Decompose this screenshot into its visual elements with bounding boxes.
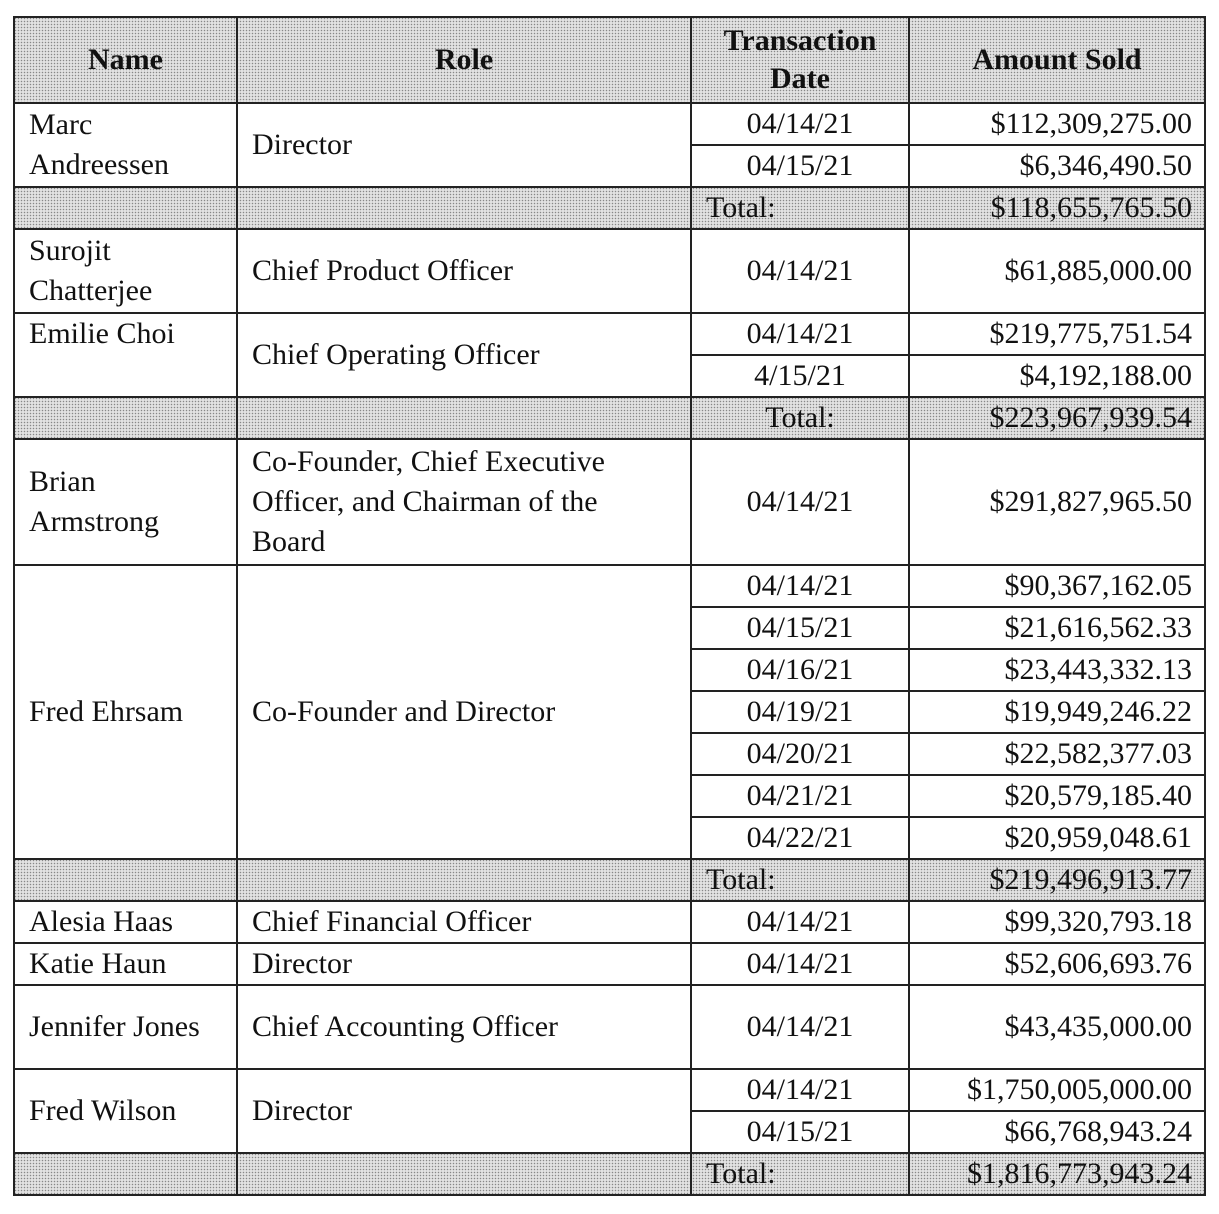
transaction-date-cell: 04/16/21 [690, 648, 910, 692]
header-role: Role [236, 16, 692, 104]
table-row: Surojit Chatterjee Chief Product Officer 0… [13, 228, 1206, 314]
total-label: Total: [690, 186, 910, 230]
header-amount-sold: Amount Sold [908, 16, 1206, 104]
name-cell: Katie Haun [13, 942, 238, 986]
role-cell: Director [236, 102, 692, 188]
amount-sold-cell: $19,949,246.22 [908, 690, 1206, 734]
transaction-date-cell: 04/14/21 [690, 900, 910, 944]
table-row: 04/16/21 $23,443,332.13 [14, 648, 1206, 692]
table-row: Fred Wilson Director 04/14/21 $1,750,005,00… [13, 1068, 1206, 1154]
amount-sold-cell: $1,750,005,000.00 [908, 1068, 1206, 1112]
table-row: 04/21/21 $20,579,185.40 [14, 774, 1206, 818]
name-cell: Brian Armstrong [13, 438, 238, 566]
table-row: 04/15/21 $21,616,562.33 [14, 606, 1206, 650]
total-amount: $219,496,913.77 [908, 858, 1206, 902]
total-row: Total: $118,655,765.50 [13, 186, 1206, 230]
total-row: Total: $219,496,913.77 [13, 858, 1206, 902]
name-cell: Fred Ehrsam [13, 564, 238, 860]
transaction-date-cell: 04/14/21 [690, 438, 910, 566]
total-amount: $118,655,765.50 [908, 186, 1206, 230]
empty-cell [13, 1152, 238, 1196]
table-row: 04/22/21 $20,959,048.61 [14, 816, 1206, 860]
total-amount: $223,967,939.54 [908, 396, 1206, 440]
table-row: 04/19/21 $19,949,246.22 [14, 690, 1206, 734]
amount-sold-cell: $90,367,162.05 [908, 564, 1206, 608]
name-cell: Alesia Haas [13, 900, 238, 944]
total-row: Total: $223,967,939.54 [13, 396, 1206, 440]
table-row: 04/15/21 $66,768,943.24 [14, 1110, 1206, 1154]
transaction-date-cell: 04/22/21 [690, 816, 910, 860]
table-row: Marc Andreessen Director 04/14/21 $112,309,… [13, 102, 1206, 188]
amount-sold-cell: $112,309,275.00 [908, 102, 1206, 146]
empty-cell [236, 396, 692, 440]
amount-sold-cell: $21,616,562.33 [908, 606, 1206, 650]
amount-sold-cell: $99,320,793.18 [908, 900, 1206, 944]
table-row: Brian Armstrong Co-Founder, Chief Executi… [13, 438, 1206, 566]
role-cell: Co-Founder, Chief Executive Officer, and… [236, 438, 692, 566]
amount-sold-cell: $4,192,188.00 [908, 354, 1206, 398]
transaction-date-cell: 04/15/21 [690, 1110, 910, 1154]
transaction-date-cell: 04/14/21 [690, 984, 910, 1070]
transaction-date-cell: 04/19/21 [690, 690, 910, 734]
table-row: 04/20/21 $22,582,377.03 [14, 732, 1206, 776]
total-label: Total: [690, 396, 910, 440]
role-cell: Chief Product Officer [236, 228, 692, 314]
table-row: Alesia Haas Chief Financial Officer 04/14/… [13, 900, 1206, 944]
table-row: 4/15/21 $4,192,188.00 [14, 354, 1206, 398]
name-cell: Emilie Choi [13, 312, 238, 398]
amount-sold-cell: $291,827,965.50 [908, 438, 1206, 566]
total-row: Total: $1,816,773,943.24 [13, 1152, 1206, 1196]
total-label: Total: [690, 1152, 910, 1196]
total-amount: $1,816,773,943.24 [908, 1152, 1206, 1196]
amount-sold-cell: $20,959,048.61 [908, 816, 1206, 860]
transaction-date-cell: 04/14/21 [690, 942, 910, 986]
amount-sold-cell: $61,885,000.00 [908, 228, 1206, 314]
transaction-date-cell: 04/14/21 [690, 1068, 910, 1112]
insider-sales-table: Name Role Transaction Date Amount Sold M… [13, 16, 1206, 1196]
role-cell: Director [236, 942, 692, 986]
amount-sold-cell: $219,775,751.54 [908, 312, 1206, 356]
transaction-date-cell: 04/14/21 [690, 564, 910, 608]
amount-sold-cell: $52,606,693.76 [908, 942, 1206, 986]
role-cell: Chief Operating Officer [236, 312, 692, 398]
empty-cell [13, 186, 238, 230]
role-cell: Chief Accounting Officer [236, 984, 692, 1070]
amount-sold-cell: $20,579,185.40 [908, 774, 1206, 818]
transaction-date-cell: 04/15/21 [690, 606, 910, 650]
role-cell: Director [236, 1068, 692, 1154]
transaction-date-cell: 04/14/21 [690, 228, 910, 314]
transaction-date-cell: 4/15/21 [690, 354, 910, 398]
amount-sold-cell: $23,443,332.13 [908, 648, 1206, 692]
transaction-date-cell: 04/21/21 [690, 774, 910, 818]
header-transaction-date: Transaction Date [690, 16, 910, 104]
header-row: Name Role Transaction Date Amount Sold [13, 16, 1206, 104]
empty-cell [236, 1152, 692, 1196]
header-name: Name [13, 16, 238, 104]
empty-cell [236, 858, 692, 902]
table-row: Fred Ehrsam Co-Founder and Director 04/14/… [13, 564, 1206, 860]
transaction-date-cell: 04/14/21 [690, 102, 910, 146]
table-row: Jennifer Jones Chief Accounting Officer 04… [13, 984, 1206, 1070]
transaction-date-cell: 04/15/21 [690, 144, 910, 188]
table-body: Marc Andreessen Director 04/14/21 $112,309,… [13, 102, 1206, 1196]
role-cell: Co-Founder and Director [236, 564, 692, 860]
total-label: Total: [690, 858, 910, 902]
name-cell: Fred Wilson [13, 1068, 238, 1154]
table-row: Katie Haun Director 04/14/21 $52,606,693.76 [13, 942, 1206, 986]
name-cell: Surojit Chatterjee [13, 228, 238, 314]
empty-cell [13, 858, 238, 902]
amount-sold-cell: $66,768,943.24 [908, 1110, 1206, 1154]
amount-sold-cell: $22,582,377.03 [908, 732, 1206, 776]
empty-cell [236, 186, 692, 230]
transaction-date-cell: 04/14/21 [690, 312, 910, 356]
table-row: 04/15/21 $6,346,490.50 [14, 144, 1206, 188]
name-cell: Marc Andreessen [13, 102, 238, 188]
amount-sold-cell: $6,346,490.50 [908, 144, 1206, 188]
empty-cell [13, 396, 238, 440]
role-cell: Chief Financial Officer [236, 900, 692, 944]
table-row: Emilie Choi Chief Operating Officer 04/14/… [13, 312, 1206, 398]
name-cell: Jennifer Jones [13, 984, 238, 1070]
transaction-date-cell: 04/20/21 [690, 732, 910, 776]
amount-sold-cell: $43,435,000.00 [908, 984, 1206, 1070]
